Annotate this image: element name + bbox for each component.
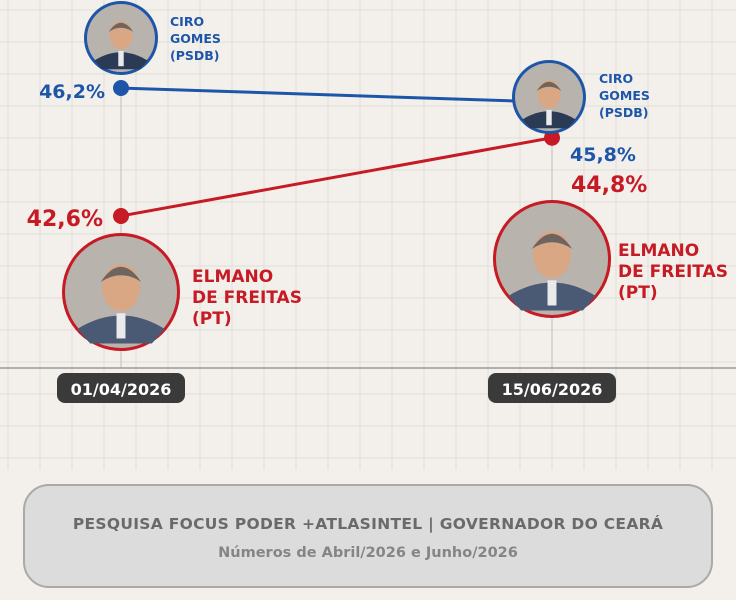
candidate-name-line: (PSDB): [599, 105, 649, 120]
candidate-name-line: (PT): [192, 309, 232, 329]
avatar-hair: [100, 266, 142, 282]
avatar-collar: [546, 109, 552, 126]
avatar-hair: [108, 22, 134, 32]
x-tick-label: 15/06/2026: [502, 380, 603, 399]
series-line: [120, 86, 553, 104]
candidate-name-line: (PT): [618, 283, 658, 303]
date-pill-background: [488, 373, 616, 403]
ciro-gomes-photo-1: [84, 1, 158, 75]
candidate-name: CIRO GOMES (PSDB): [170, 14, 221, 63]
data-point: [113, 80, 129, 96]
data-point: [113, 208, 129, 224]
data-label: 42,6%: [27, 207, 103, 232]
elmano-de-freitas-photo-2: [493, 200, 611, 318]
date-pill: 15/06/2026: [488, 373, 616, 403]
candidate-name: ELMANO DE FREITAS (PT): [192, 267, 302, 329]
candidate-name: ELMANO DE FREITAS (PT): [618, 241, 728, 303]
candidate-name-line: (PSDB): [170, 48, 220, 63]
source-caption-box: PESQUISA FOCUS PODER +ATLASINTEL | GOVER…: [23, 484, 713, 588]
candidate-name-line: ELMANO: [192, 267, 273, 287]
candidate-name-line: CIRO: [599, 71, 633, 86]
elmano-de-freitas-photo-1: [62, 233, 180, 351]
avatar-hair: [531, 233, 573, 249]
candidate-name-line: CIRO: [170, 14, 204, 29]
data-label: 45,8%: [570, 144, 636, 166]
series-line: [120, 136, 553, 218]
ciro-gomes-photo-2: [512, 60, 586, 134]
avatar-collar: [118, 50, 124, 67]
data-label: 44,8%: [571, 173, 647, 198]
source-title: PESQUISA FOCUS PODER +ATLASINTEL | GOVER…: [72, 515, 664, 533]
candidate-name-line: DE FREITAS: [192, 288, 302, 308]
candidate-name-line: GOMES: [599, 88, 650, 103]
source-subtitle: Números de Abril/2026 e Junho/2026: [218, 545, 518, 561]
avatar-hair: [536, 81, 562, 91]
x-tick-label: 01/04/2026: [71, 380, 172, 399]
data-label: 46,2%: [39, 81, 105, 103]
avatar-collar: [547, 280, 557, 306]
candidate-name-line: GOMES: [170, 31, 221, 46]
candidate-name-line: ELMANO: [618, 241, 699, 261]
label-layer: CIRO GOMES (PSDB)CIRO GOMES (PSDB)ELMANO DE F…: [27, 1, 728, 351]
candidate-name: CIRO GOMES (PSDB): [599, 71, 650, 120]
grid-lines: [0, 0, 736, 470]
date-pill-background: [57, 373, 185, 403]
candidate-name-line: DE FREITAS: [618, 262, 728, 282]
date-pill: 01/04/2026: [57, 373, 185, 403]
avatar-collar: [116, 313, 126, 339]
